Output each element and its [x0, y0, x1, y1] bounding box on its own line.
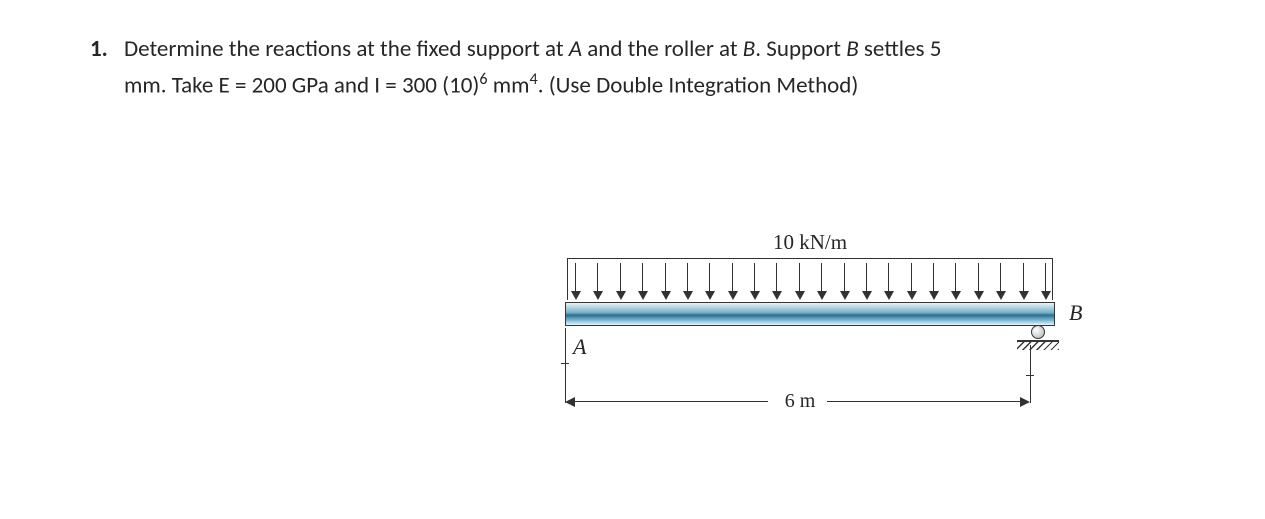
roller-hatch	[1017, 342, 1059, 350]
point-ref-b: B	[743, 35, 756, 63]
dimension-arrow-right	[827, 401, 1027, 402]
load-arrow-icon	[597, 263, 598, 291]
load-arrows	[567, 260, 1053, 302]
span-label: 6 m	[775, 390, 825, 413]
dimension-arrow-left	[568, 401, 768, 402]
load-arrow-icon	[620, 263, 621, 291]
load-arrow-icon	[821, 263, 822, 291]
dimension-tick	[1026, 375, 1034, 376]
exponent: 4	[530, 70, 538, 89]
load-arrow-icon	[642, 263, 643, 291]
text-segment: Determine the reactions at the fixed sup…	[124, 35, 569, 63]
text-segment: . (Use Double Integration Method)	[538, 71, 859, 99]
load-arrow-icon	[866, 263, 867, 291]
problem-number: 1.	[90, 32, 124, 68]
load-arrow-icon	[911, 263, 912, 291]
exponent: 6	[479, 70, 487, 89]
load-arrow-icon	[1045, 263, 1046, 291]
beam-figure: 10 kN/m A B 6 m	[565, 230, 1155, 480]
load-arrow-icon	[1023, 263, 1024, 291]
dimension-line: 6 m	[565, 390, 1030, 414]
roller-support	[1031, 325, 1045, 339]
dimension-tick	[561, 363, 569, 364]
load-arrow-icon	[888, 263, 889, 291]
point-ref-b2: B	[846, 35, 859, 63]
load-arrow-icon	[575, 263, 576, 291]
text-segment: . Support	[755, 35, 846, 63]
problem-statement: 1.Determine the reactions at the fixed s…	[90, 32, 1165, 104]
load-arrow-icon	[754, 263, 755, 291]
load-arrow-icon	[776, 263, 777, 291]
text-segment: and the roller at	[582, 35, 743, 63]
load-arrow-icon	[709, 263, 710, 291]
load-arrow-icon	[732, 263, 733, 291]
load-arrow-icon	[799, 263, 800, 291]
text-segment: mm. Take E = 200 GPa and I = 300 (10)	[124, 71, 479, 99]
text-segment: mm	[488, 71, 530, 99]
load-arrow-icon	[978, 263, 979, 291]
load-arrow-icon	[955, 263, 956, 291]
load-arrow-icon	[1000, 263, 1001, 291]
beam	[565, 302, 1055, 326]
load-arrow-icon	[687, 263, 688, 291]
distributed-load-label: 10 kN/m	[565, 230, 1055, 255]
dimension-extension-right	[1030, 345, 1031, 403]
point-ref-a: A	[569, 35, 582, 63]
load-arrow-icon	[665, 263, 666, 291]
text-segment: settles 5	[859, 35, 942, 63]
load-arrow-icon	[844, 263, 845, 291]
support-label-b: B	[1069, 300, 1082, 326]
support-label-a: A	[573, 334, 586, 360]
roller-ball-icon	[1031, 325, 1045, 339]
load-arrow-icon	[933, 263, 934, 291]
